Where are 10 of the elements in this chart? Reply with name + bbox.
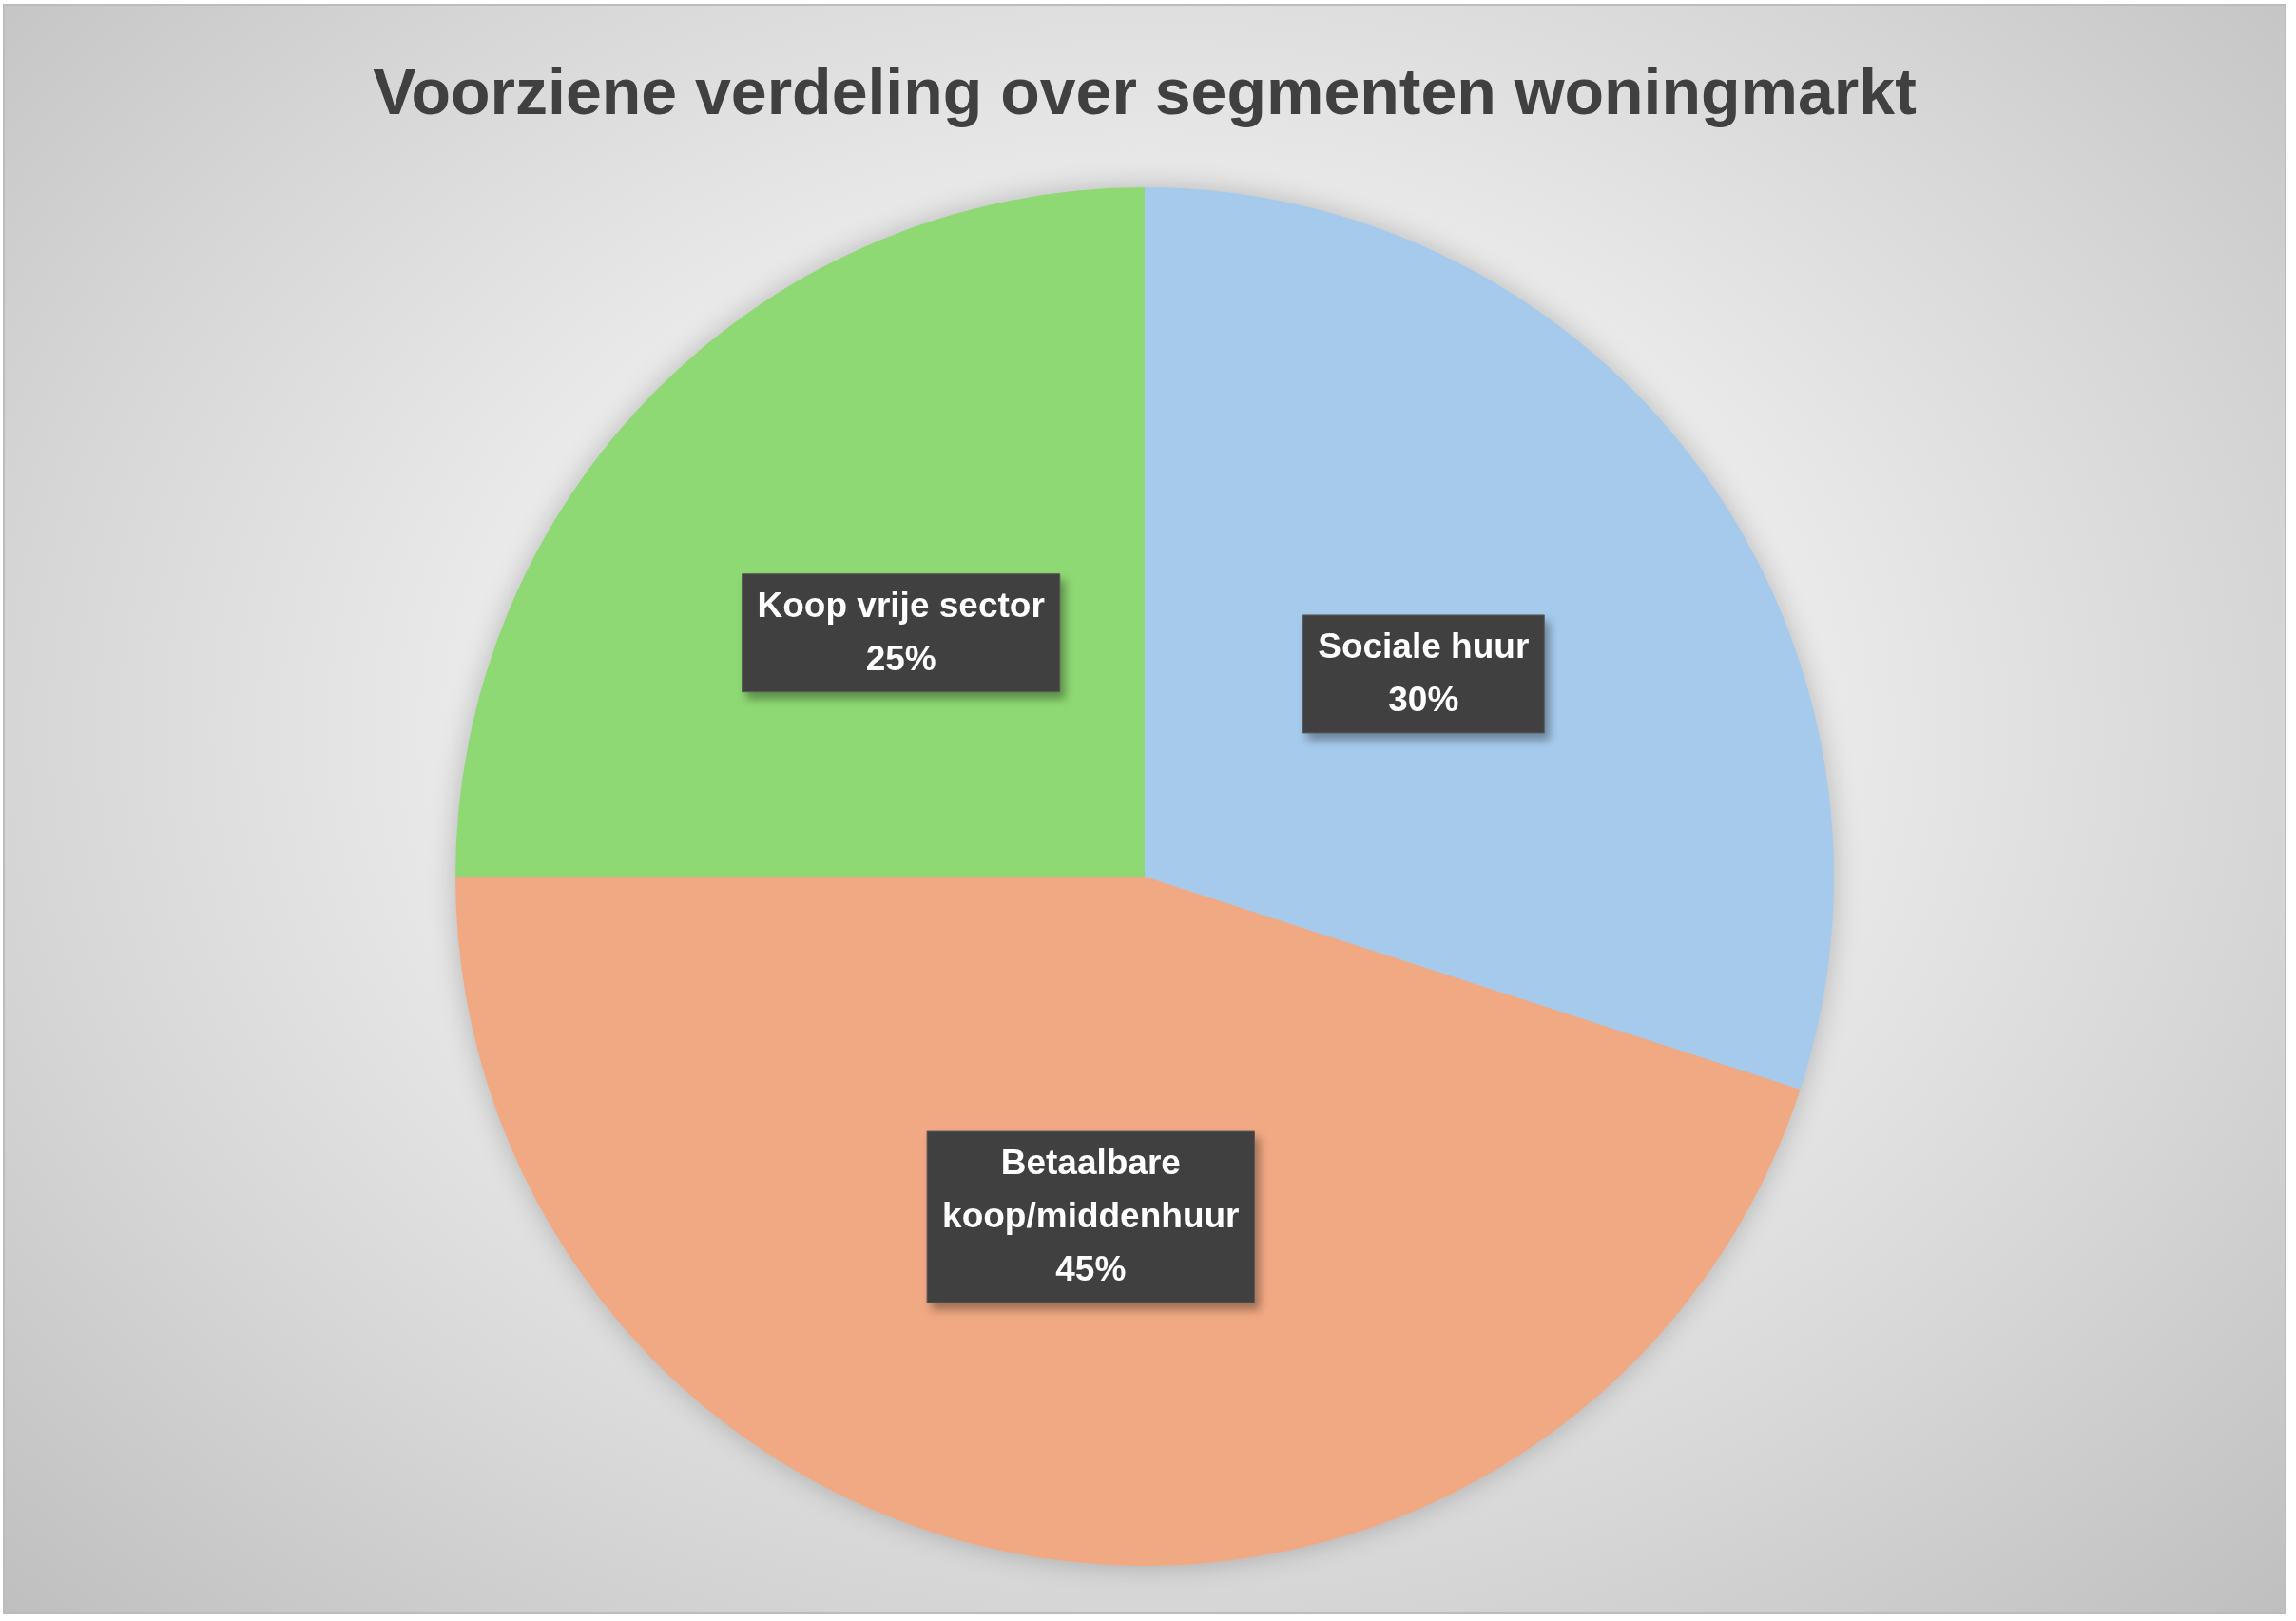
chart-title: Voorziene verdeling over segmenten woningmarkt [373,55,1917,127]
slice-label: Koop vrije sector [757,585,1045,625]
slice-label: Sociale huur [1318,626,1530,666]
slice-label: Betaalbare koop/middenhuur [942,1143,1240,1236]
pie-slice [455,187,1145,877]
data-label: 30% [1388,679,1459,719]
data-label: 45% [1055,1249,1127,1289]
pie-slice [1145,187,1833,1090]
pie-slice [455,877,1801,1566]
data-label: 25% [865,638,936,678]
